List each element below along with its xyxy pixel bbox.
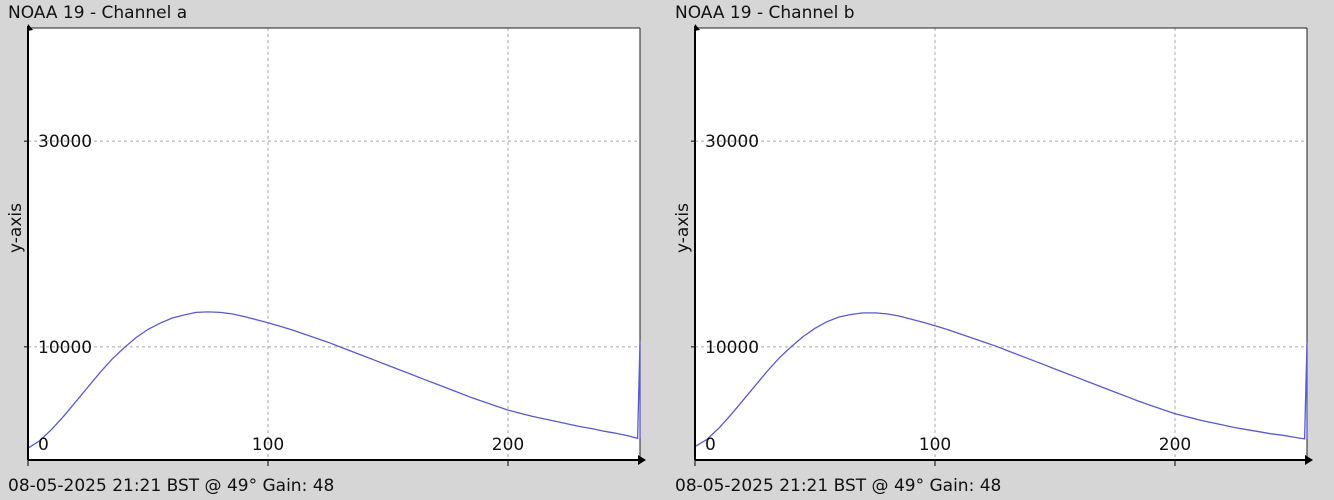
plot-background-b — [695, 28, 1307, 460]
y-tick-label-b-2: 30000 — [705, 132, 759, 152]
chart-footer-a: 08-05-2025 21:21 BST @ 49° Gain: 48 — [8, 476, 335, 496]
x-tick-label-a-0: 0 — [38, 435, 49, 455]
x-tick-label-b-2: 200 — [1159, 435, 1191, 455]
plot-area-b: 0 100 200 10000 30000 y-axis — [673, 24, 1313, 466]
y-axis-arrow-icon-a — [27, 24, 33, 31]
y-axis-label-b: y-axis — [673, 203, 693, 253]
series-line-a — [27, 311, 641, 449]
x-tick-label-b-0: 0 — [705, 435, 716, 455]
chart-panel-b: NOAA 19 - Channel b 0 100 200 10000 30000 y-a… — [667, 0, 1327, 500]
x-tick-label-b-1: 100 — [919, 435, 951, 455]
plot-background-a — [28, 28, 640, 460]
y-tick-label-b-1: 10000 — [705, 338, 759, 358]
x-axis-arrow-icon-a — [638, 455, 646, 465]
y-axis-arrow-icon-b — [694, 24, 700, 31]
chart-panel-a: NOAA 19 - Channel a 0 100 200 10000 30000 y-a… — [0, 0, 660, 500]
plot-area-a: 0 100 200 10000 30000 y-axis — [6, 24, 646, 466]
y-axis-label-a: y-axis — [6, 203, 26, 253]
y-tick-label-a-1: 10000 — [38, 338, 92, 358]
x-axis-arrow-icon-b — [1305, 455, 1313, 465]
x-tick-label-a-2: 200 — [492, 435, 524, 455]
series-line-b — [694, 312, 1308, 448]
y-tick-label-a-2: 30000 — [38, 132, 92, 152]
chart-footer-b: 08-05-2025 21:21 BST @ 49° Gain: 48 — [675, 476, 1002, 496]
chart-title-a: NOAA 19 - Channel a — [8, 3, 188, 23]
chart-title-b: NOAA 19 - Channel b — [675, 3, 855, 23]
x-tick-label-a-1: 100 — [252, 435, 284, 455]
